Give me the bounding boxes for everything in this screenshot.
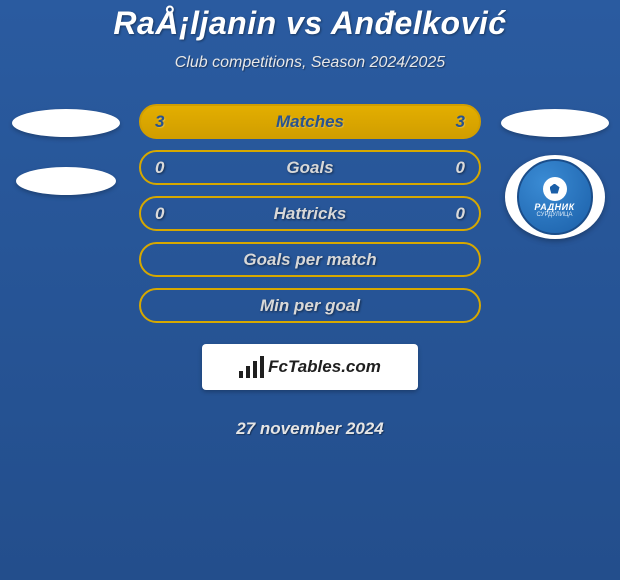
stat-row-goals-per-match: Goals per match: [139, 242, 481, 277]
club-badge-inner: РАДНИК СУРДУЛИЦА: [517, 159, 593, 235]
stats-column: 3 Matches 3 0 Goals 0 0 Hattricks 0 Goal…: [139, 104, 481, 439]
badge-main-text: РАДНИК: [534, 203, 574, 212]
page-title: RaÅ¡ljanin vs Anđelković: [0, 5, 620, 42]
stat-row-matches: 3 Matches 3: [139, 104, 481, 139]
badge-sub-text: СУРДУЛИЦА: [537, 212, 573, 218]
stat-right-value: 3: [445, 112, 465, 132]
club-avatar-placeholder: [16, 167, 116, 195]
club-badge: РАДНИК СУРДУЛИЦА: [505, 155, 605, 239]
stat-label: Matches: [276, 112, 344, 132]
stat-left-value: 0: [155, 158, 175, 178]
date-label: 27 november 2024: [139, 419, 481, 439]
stat-right-value: 0: [445, 158, 465, 178]
player-avatar-placeholder: [501, 109, 609, 137]
stat-label: Min per goal: [260, 296, 360, 316]
player-avatar-placeholder: [12, 109, 120, 137]
soccer-ball-icon: [543, 177, 567, 201]
page-subtitle: Club competitions, Season 2024/2025: [0, 54, 620, 72]
stat-label: Hattricks: [274, 204, 347, 224]
comparison-card: RaÅ¡ljanin vs Anđelković Club competitio…: [0, 0, 620, 439]
stat-label: Goals per match: [243, 250, 376, 270]
chart-icon: [239, 356, 264, 378]
right-player-column: РАДНИК СУРДУЛИЦА: [497, 104, 612, 239]
comparison-area: 3 Matches 3 0 Goals 0 0 Hattricks 0 Goal…: [0, 104, 620, 439]
stat-row-hattricks: 0 Hattricks 0: [139, 196, 481, 231]
stat-label: Goals: [286, 158, 333, 178]
stat-row-goals: 0 Goals 0: [139, 150, 481, 185]
branding-text: FcTables.com: [268, 357, 381, 377]
stat-right-value: 0: [445, 204, 465, 224]
stat-left-value: 3: [155, 112, 175, 132]
stat-left-value: 0: [155, 204, 175, 224]
branding-box[interactable]: FcTables.com: [202, 344, 418, 390]
stat-row-min-per-goal: Min per goal: [139, 288, 481, 323]
left-player-column: [8, 104, 123, 195]
